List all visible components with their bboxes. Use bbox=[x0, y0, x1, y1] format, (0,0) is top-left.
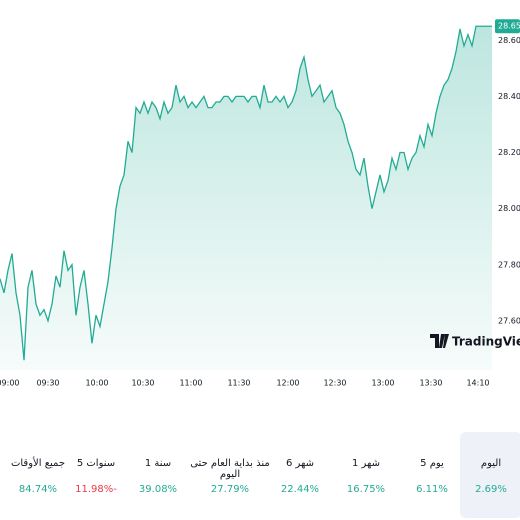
period-name: 5 يوم bbox=[420, 458, 444, 469]
period-tab[interactable]: اليوم 2.69% bbox=[460, 432, 520, 518]
x-tick-label: 11:30 bbox=[227, 379, 250, 388]
x-tick-label: 13:30 bbox=[419, 379, 442, 388]
logo: TradingView bbox=[430, 334, 520, 349]
period-change: 2.69% bbox=[475, 484, 507, 495]
period-name: 5 سنوات bbox=[76, 458, 116, 469]
period-name: منذ بداية العام حتى اليوم bbox=[190, 458, 270, 480]
period-tab[interactable]: 6 شهر 22.44% bbox=[269, 432, 331, 518]
period-tab[interactable]: 5 سنوات 11.98%- bbox=[65, 432, 127, 518]
last-price-box bbox=[495, 19, 520, 34]
period-tab[interactable]: 1 سنة 39.08% bbox=[127, 432, 189, 518]
x-tick-label: 09:30 bbox=[36, 379, 59, 388]
y-tick-label: 28.40 bbox=[498, 92, 520, 101]
x-tick-label: 12:30 bbox=[323, 379, 346, 388]
chart: 27.60 27.80 28.00 28.20 28.40 28.60 09:00 09:30… bbox=[0, 19, 520, 388]
period-change: 84.74% bbox=[18, 484, 58, 495]
last-price-label: 28.65 bbox=[498, 22, 520, 31]
y-tick-label: 27.80 bbox=[498, 260, 520, 269]
x-tick-label: 12:00 bbox=[276, 379, 299, 388]
period-tab[interactable]: جميع الأوقات 84.74% bbox=[7, 432, 69, 518]
period-change: 39.08% bbox=[138, 484, 178, 495]
period-name: جميع الأوقات bbox=[10, 458, 66, 469]
period-tab[interactable]: 5 يوم 6.11% bbox=[401, 432, 463, 518]
period-change: 11.98%- bbox=[75, 484, 117, 495]
period-tab[interactable]: منذ بداية العام حتى اليوم 27.79% bbox=[190, 432, 270, 518]
period-change: 22.44% bbox=[280, 484, 320, 495]
period-change: 27.79% bbox=[210, 484, 250, 495]
period-change: 16.75% bbox=[346, 484, 386, 495]
period-name: 1 شهر bbox=[351, 458, 381, 469]
y-tick-label: 28.20 bbox=[498, 148, 520, 157]
period-change: 6.11% bbox=[416, 484, 448, 495]
period-tab[interactable]: 1 شهر 16.75% bbox=[335, 432, 397, 518]
watermark: TradingView bbox=[452, 335, 520, 349]
period-name: اليوم bbox=[480, 458, 502, 469]
period-name: 6 شهر bbox=[285, 458, 315, 469]
x-tick-label: 11:00 bbox=[179, 379, 202, 388]
y-tick-label: 27.60 bbox=[498, 316, 520, 325]
x-tick-label: 10:00 bbox=[85, 379, 108, 388]
price-line bbox=[0, 25, 492, 361]
y-tick-label: 28.00 bbox=[498, 204, 520, 213]
period-name: 1 سنة bbox=[144, 458, 172, 469]
x-tick-label: 10:30 bbox=[131, 379, 154, 388]
x-tick-label: 14:10 bbox=[466, 379, 489, 388]
period-tabs: اليوم 2.69% 5 يوم 6.11% 1 شهر 16.75% 6 شهر 22.4… bbox=[0, 432, 520, 518]
logo-icon bbox=[430, 334, 449, 348]
y-tick-label: 28.60 bbox=[498, 36, 520, 45]
x-tick-label: 09:00 bbox=[0, 379, 20, 388]
area-fill bbox=[0, 26, 492, 371]
x-tick-label: 13:00 bbox=[371, 379, 394, 388]
